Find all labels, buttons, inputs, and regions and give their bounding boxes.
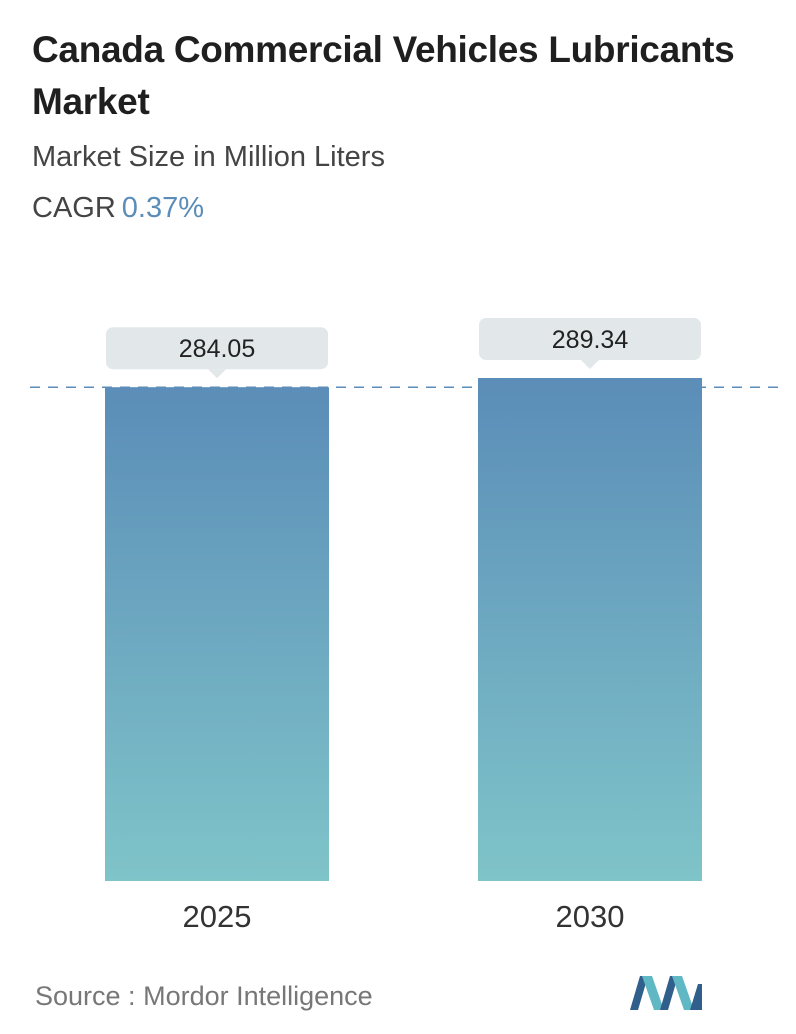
- cagr-row: CAGR 0.37%: [32, 190, 204, 226]
- data-label-pointer: [581, 360, 599, 369]
- bar-2025: [105, 387, 329, 881]
- data-label-callout: [106, 327, 328, 370]
- data-label-callout: [479, 318, 701, 360]
- data-label: 289.34: [552, 326, 629, 354]
- cagr-label: CAGR: [32, 192, 116, 224]
- bar-2030: [478, 378, 702, 881]
- x-tick-label: 2025: [183, 899, 252, 934]
- chart-subtitle: Market Size in Million Liters: [32, 141, 385, 173]
- source-credit: Source : Mordor Intelligence: [35, 978, 373, 1014]
- data-label: 284.05: [179, 335, 255, 363]
- source-name: Mordor Intelligence: [143, 981, 373, 1011]
- x-tick-label: 2030: [556, 899, 625, 934]
- cagr-value: 0.37%: [121, 192, 205, 224]
- data-label-pointer: [208, 369, 226, 379]
- mordor-intelligence-logo-icon: [630, 976, 702, 1010]
- chart-title: Canada Commercial Vehicles Lubricants Ma…: [32, 29, 735, 122]
- bar-chart: 284.05 2025 289.34 2030: [30, 318, 785, 934]
- source-label: Source :: [35, 981, 136, 1011]
